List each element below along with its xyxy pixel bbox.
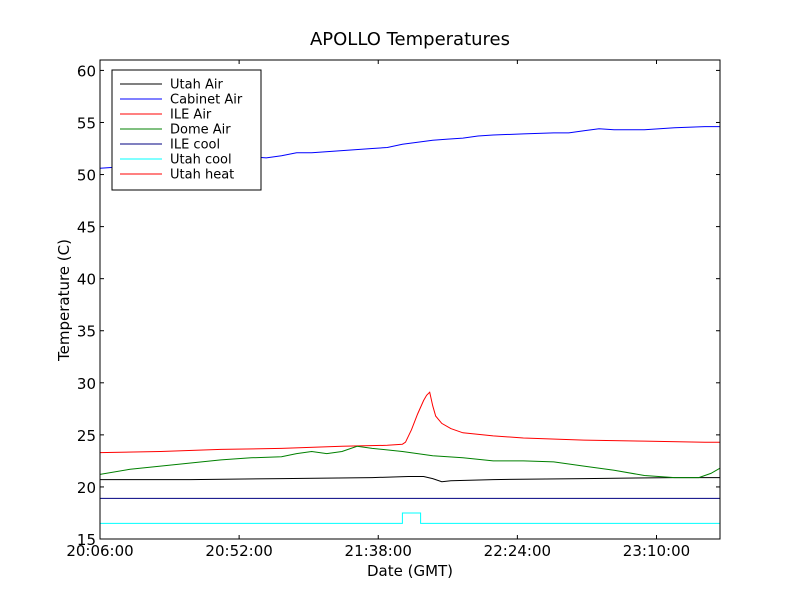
legend-label-cabinet-air: Cabinet Air [170, 93, 243, 108]
legend-label-ile-air: ILE Air [170, 108, 212, 123]
x-tick-label: 21:38:00 [345, 542, 412, 560]
y-tick-label: 40 [77, 271, 96, 289]
x-tick-label: 20:06:00 [66, 542, 133, 560]
series-line-dome-air [100, 445, 720, 479]
y-axis-label: Temperature (C) [55, 239, 73, 362]
x-axis-label: Date (GMT) [367, 562, 453, 580]
series-line-ile-air [100, 391, 720, 454]
chart-title: APOLLO Temperatures [310, 29, 510, 50]
plot-frame [99, 59, 721, 540]
legend-label-utah-heat: Utah heat [170, 168, 234, 183]
y-tick-label: 45 [77, 219, 96, 237]
x-tick-label: 23:10:00 [623, 542, 690, 560]
y-tick-label: 35 [77, 323, 96, 341]
axis-ticks: 15 20 25 30 35 40 45 50 55 60 20:06:00 20:52:00 21:3… [66, 60, 720, 560]
x-tick-label: 20:52:00 [205, 542, 272, 560]
y-tick-label: 50 [77, 167, 96, 185]
legend-label-utah-cool: Utah cool [170, 153, 232, 168]
y-tick-label: 30 [77, 375, 96, 393]
series-line-utah-cool [100, 512, 720, 524]
y-tick-label: 55 [77, 114, 96, 132]
series-line-utah-air [100, 476, 720, 483]
y-tick-label: 20 [77, 479, 96, 497]
legend-label-utah-air: Utah Air [170, 78, 223, 93]
legend-label-ile-cool: ILE cool [170, 138, 220, 153]
legend-box [111, 69, 262, 191]
y-tick-label: 25 [77, 427, 96, 445]
y-tick-label: 60 [77, 62, 96, 80]
y-tick-label: 15 [77, 531, 96, 549]
legend-label-dome-air: Dome Air [170, 123, 231, 138]
x-tick-label: 22:24:00 [484, 542, 551, 560]
